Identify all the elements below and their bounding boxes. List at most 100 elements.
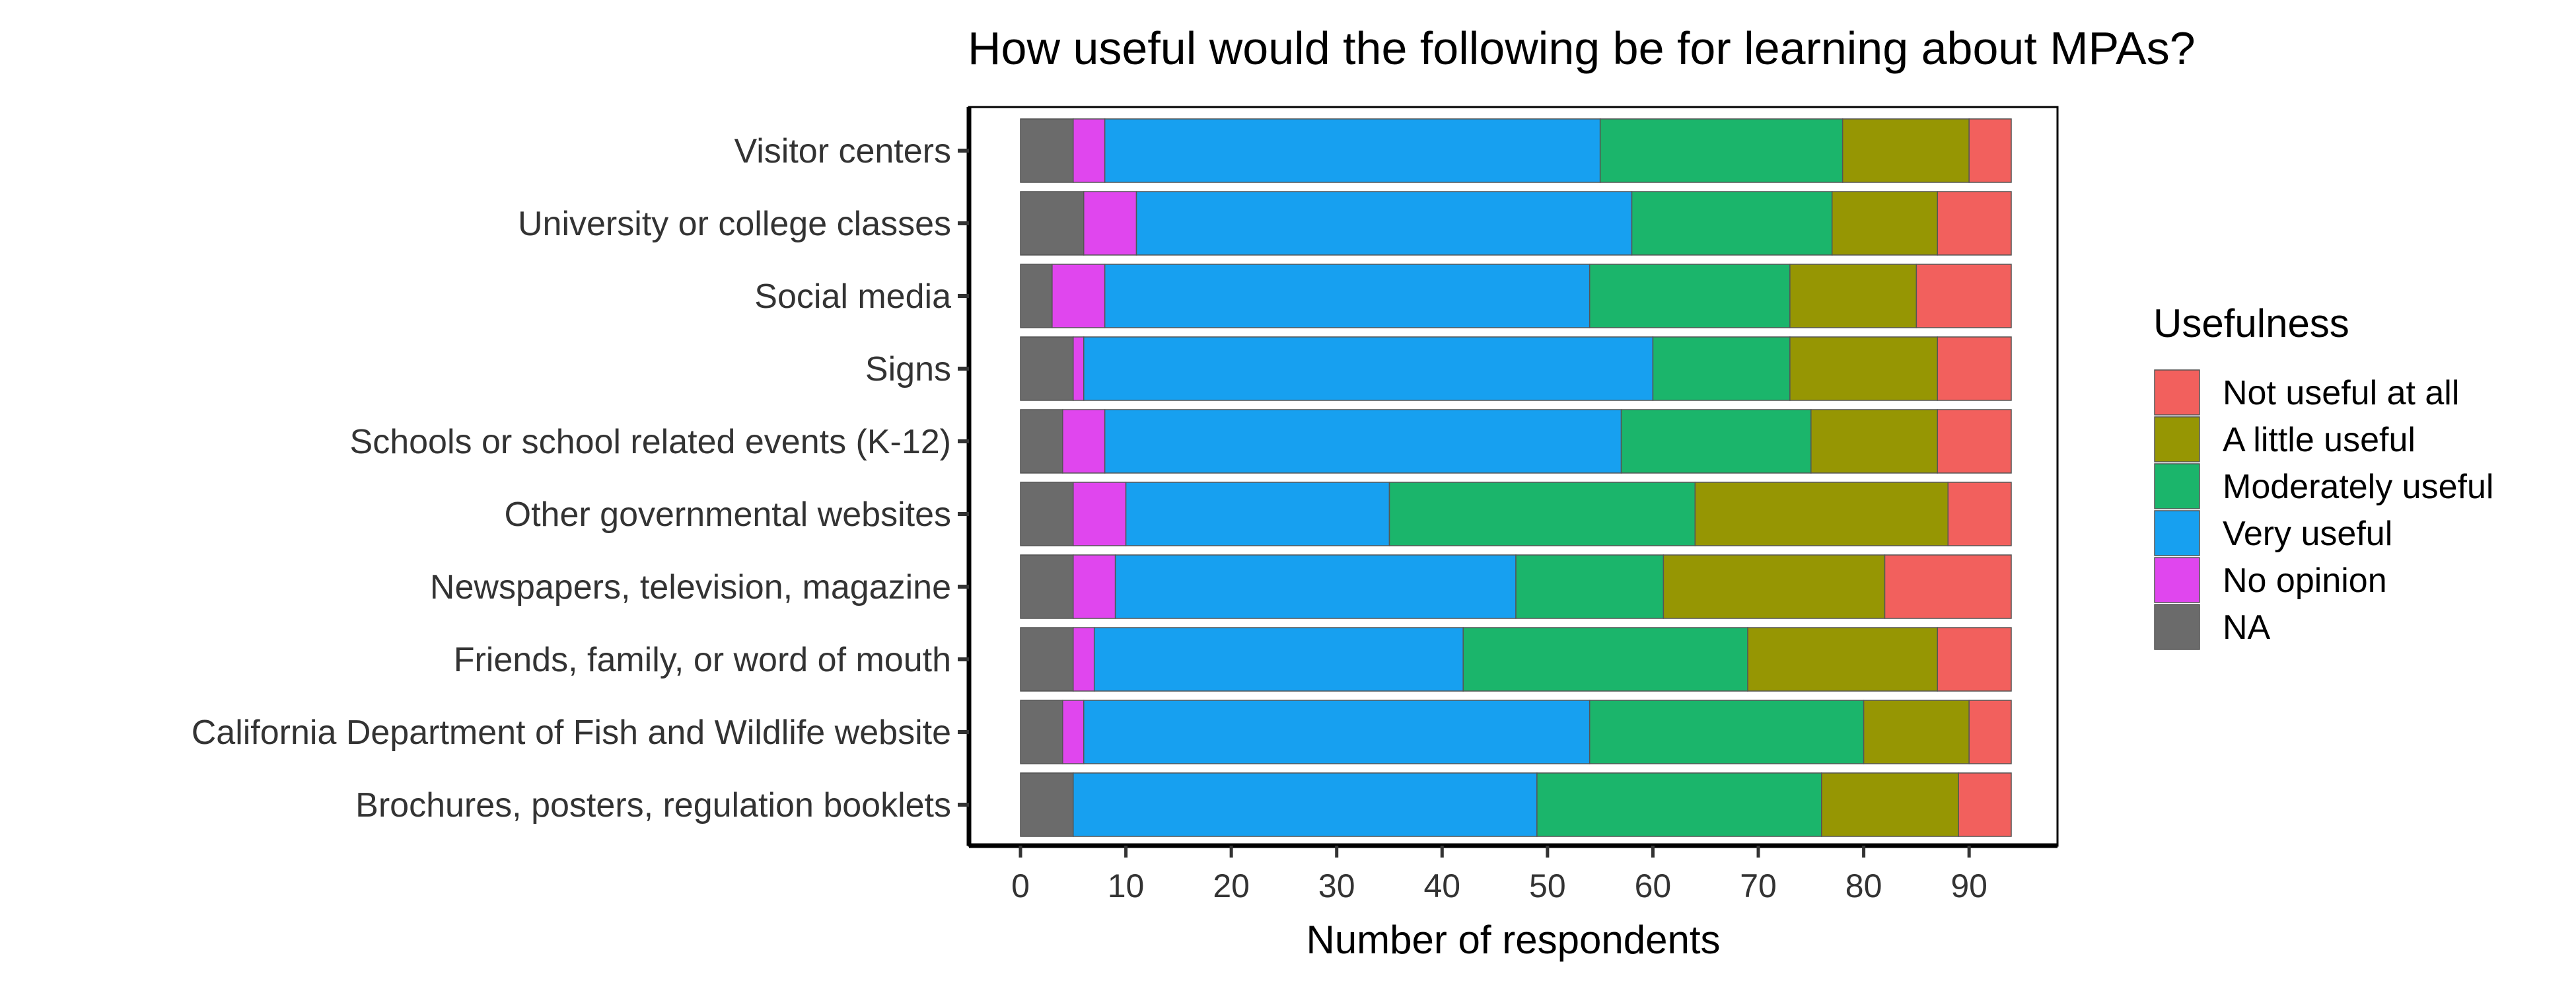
bar-segment (1104, 118, 1601, 183)
bar-segment (1083, 191, 1137, 256)
x-tick-label: 20 (1213, 867, 1250, 904)
y-tick-label: University or college classes (518, 205, 951, 243)
bar-segment (1947, 482, 2012, 546)
bar-segment (1073, 336, 1085, 401)
bar-segment (1884, 554, 2012, 619)
bar-segment (1937, 627, 2012, 692)
y-tick-label: Newspapers, television, magazine (430, 568, 951, 606)
bar-segment (1104, 264, 1591, 328)
x-tick-label: 70 (1740, 867, 1777, 904)
bar-segment (1020, 772, 1074, 837)
bar-segment (1968, 118, 2012, 183)
x-tick-label: 0 (1011, 867, 1030, 904)
legend-title: Usefulness (2153, 301, 2349, 346)
bar-segment (1020, 627, 1074, 692)
bar-segment (1073, 482, 1127, 546)
x-axis-title: Number of respondents (1306, 918, 1720, 962)
bar-segment (1747, 627, 1939, 692)
bar-segment (1083, 336, 1654, 401)
legend-swatch (2154, 510, 2200, 556)
bar-segment (1842, 118, 1970, 183)
x-tick-label: 40 (1423, 867, 1460, 904)
legend-label: A little useful (2223, 421, 2415, 459)
legend-swatch (2154, 557, 2200, 603)
legend-swatch (2154, 463, 2200, 509)
x-tick-label: 90 (1950, 867, 1987, 904)
y-tick-label: Other governmental websites (505, 495, 951, 534)
bar-segment (1020, 336, 1074, 401)
bar-segment (1114, 554, 1517, 619)
chart-title: How useful would the following be for le… (968, 22, 2196, 74)
bar-segment (1135, 191, 1633, 256)
y-tick-label: Brochures, posters, regulation booklets (355, 786, 951, 825)
legend-label: Very useful (2223, 515, 2392, 553)
bar-segment (1937, 336, 2012, 401)
category-labels: Visitor centers University or college cla… (192, 132, 951, 825)
bar-segment (1104, 409, 1622, 474)
bar-segment (1937, 409, 2012, 474)
legend: Usefulness Not useful at all A little use… (2153, 301, 2493, 650)
bar-segment (1663, 554, 1886, 619)
bar-segment (1863, 700, 1970, 764)
bar-segment (1599, 118, 1843, 183)
bar-segment (1589, 700, 1865, 764)
bar-segment (1073, 118, 1106, 183)
bar-segment (1020, 264, 1053, 328)
bar-segment (1073, 554, 1116, 619)
bar-segment (1062, 700, 1085, 764)
bar-segment (1052, 264, 1106, 328)
bar-segment (1968, 700, 2012, 764)
y-tick-label: Social media (754, 277, 951, 316)
bar-segment (1083, 700, 1591, 764)
legend-label: NA (2223, 608, 2271, 647)
bar-segment (1062, 409, 1106, 474)
bar-segment (1915, 264, 2012, 328)
bar-segment (1620, 409, 1812, 474)
bars-layer (1020, 118, 2012, 837)
bar-segment (1388, 482, 1696, 546)
bar-segment (1020, 191, 1085, 256)
legend-swatch (2154, 416, 2200, 462)
bar-segment (1810, 409, 1939, 474)
x-tick-label: 60 (1635, 867, 1672, 904)
bar-segment (1536, 772, 1822, 837)
bar-segment (1958, 772, 2012, 837)
legend-swatch (2154, 604, 2200, 650)
bar-segment (1937, 191, 2012, 256)
y-tick-label: Visitor centers (734, 132, 951, 170)
bar-segment (1789, 264, 1917, 328)
y-axis-ticks (958, 149, 969, 807)
bar-segment (1020, 700, 1063, 764)
legend-label: Not useful at all (2223, 374, 2459, 412)
bar-segment (1125, 482, 1390, 546)
bar-segment (1515, 554, 1664, 619)
bar-segment (1789, 336, 1939, 401)
y-tick-label: Friends, family, or word of mouth (454, 641, 951, 679)
bar-segment (1020, 409, 1063, 474)
legend-label: No opinion (2223, 562, 2387, 600)
bar-segment (1073, 772, 1538, 837)
bar-segment (1462, 627, 1748, 692)
bar-segment (1073, 627, 1095, 692)
bar-segment (1589, 264, 1791, 328)
bar-segment (1020, 554, 1074, 619)
x-tick-label: 80 (1845, 867, 1882, 904)
bar-segment (1652, 336, 1791, 401)
legend-label: Moderately useful (2223, 468, 2493, 506)
bar-segment (1020, 482, 1074, 546)
bar-segment (1831, 191, 1939, 256)
y-tick-label: California Department of Fish and Wildli… (192, 714, 951, 752)
y-tick-label: Schools or school related events (K-12) (350, 423, 951, 461)
bar-segment (1093, 627, 1464, 692)
bar-segment (1821, 772, 1959, 837)
bar-segment (1631, 191, 1833, 256)
bar-segment (1694, 482, 1949, 546)
x-axis-ticks: 0 10 20 30 40 50 60 70 80 90 (1011, 846, 1987, 904)
x-tick-label: 50 (1529, 867, 1566, 904)
legend-swatch (2154, 369, 2200, 416)
y-tick-label: Signs (865, 350, 951, 388)
x-tick-label: 30 (1318, 867, 1355, 904)
x-tick-label: 10 (1108, 867, 1145, 904)
bar-segment (1020, 118, 1074, 183)
